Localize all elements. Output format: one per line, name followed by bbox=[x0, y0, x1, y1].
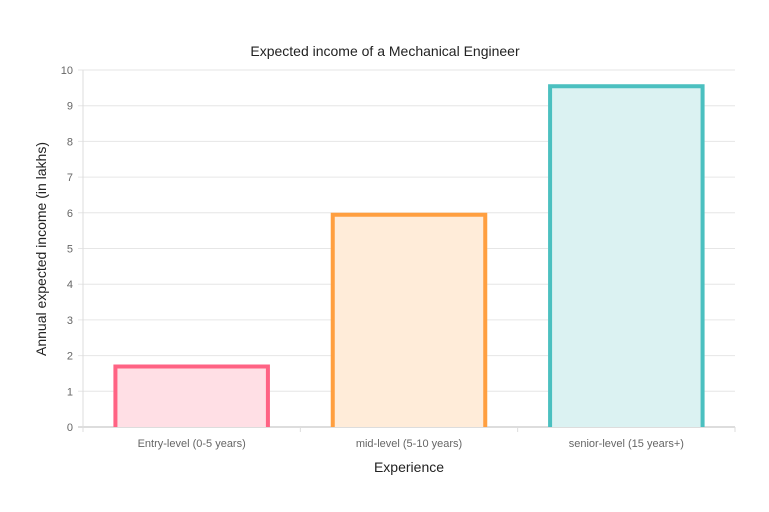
x-tick-label: senior-level (15 years+) bbox=[569, 438, 684, 450]
bar-border bbox=[330, 212, 488, 427]
y-tick-label: 0 bbox=[67, 422, 73, 434]
chart-title: Expected income of a Mechanical Engineer bbox=[250, 43, 520, 59]
y-tick-label: 2 bbox=[67, 351, 73, 363]
x-tick-label: Entry-level (0-5 years) bbox=[138, 438, 246, 450]
y-tick-label: 1 bbox=[67, 386, 73, 398]
y-tick-label: 4 bbox=[67, 279, 73, 291]
y-tick-label: 7 bbox=[67, 172, 73, 184]
y-tick-label: 9 bbox=[67, 101, 73, 113]
x-axis-label: Experience bbox=[374, 459, 444, 475]
bar-border bbox=[113, 364, 270, 427]
bar-border bbox=[548, 84, 705, 427]
bar bbox=[113, 364, 270, 427]
y-tick-label: 6 bbox=[67, 208, 73, 220]
bar bbox=[548, 84, 705, 427]
bar bbox=[330, 212, 488, 427]
y-tick-label: 8 bbox=[67, 136, 73, 148]
y-tick-label: 5 bbox=[67, 244, 73, 256]
y-axis-label: Annual expected income (in lakhs) bbox=[33, 142, 49, 356]
y-tick-label: 10 bbox=[61, 65, 73, 77]
x-tick-label: mid-level (5-10 years) bbox=[356, 438, 462, 450]
y-tick-label: 3 bbox=[67, 315, 73, 327]
